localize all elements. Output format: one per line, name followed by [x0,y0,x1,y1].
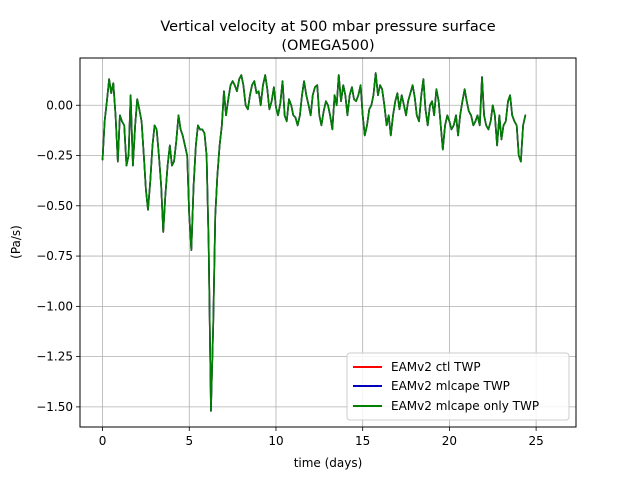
x-tick-label: 25 [528,434,543,448]
legend-label-mlcape: EAMv2 mlcape TWP [391,379,510,393]
legend: EAMv2 ctl TWP EAMv2 mlcape TWP EAMv2 mlc… [346,352,570,421]
x-tick-label: 5 [185,434,193,448]
legend-label-ctl: EAMv2 ctl TWP [391,360,481,374]
legend-box [346,352,570,421]
y-tick-label: −0.50 [36,199,73,213]
y-tick-label: 0.00 [46,98,73,112]
chart-title-line-1: Vertical velocity at 500 mbar pressure s… [160,19,495,35]
x-tick-label: 15 [355,434,370,448]
chart-title-line-2: (OMEGA500) [281,38,374,54]
y-axis-label: (Pa/s) [9,225,23,259]
series-line-mlcape-only [101,72,527,412]
x-axis-ticks: 0 5 10 15 20 25 [99,427,544,448]
x-axis-label: time (days) [294,456,363,470]
legend-label-mlcape-only: EAMv2 mlcape only TWP [391,399,539,413]
y-tick-label: −1.25 [36,350,73,364]
x-tick-label: 0 [99,434,107,448]
plot-area-frame [79,57,577,428]
y-tick-label: −1.00 [36,299,73,313]
y-axis-ticks: 0.00 −0.25 −0.50 −0.75 −1.00 −1.25 −1.50 [36,98,80,414]
x-tick-label: 10 [268,434,283,448]
x-tick-label: 20 [442,434,457,448]
y-tick-label: −1.50 [36,400,73,414]
series-lines [101,72,527,412]
y-tick-label: −0.75 [36,249,73,263]
y-tick-label: −0.25 [36,149,73,163]
